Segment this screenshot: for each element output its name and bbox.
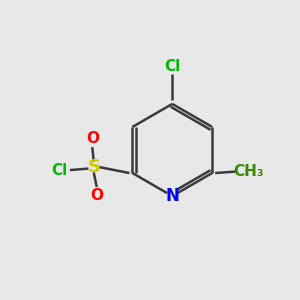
Text: N: N xyxy=(165,187,179,205)
Text: CH₃: CH₃ xyxy=(233,164,264,179)
Text: Cl: Cl xyxy=(164,59,180,74)
Text: O: O xyxy=(90,188,103,203)
Text: O: O xyxy=(86,131,99,146)
Text: S: S xyxy=(87,158,100,176)
Text: Cl: Cl xyxy=(51,163,68,178)
